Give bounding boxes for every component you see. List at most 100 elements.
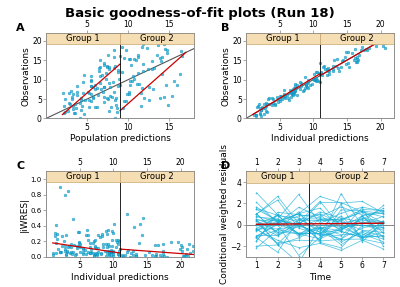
Point: [342, 55, 348, 59]
Point: [88, 84, 94, 88]
Point: [98, 251, 104, 255]
Point: [106, 67, 112, 71]
Text: Group 1: Group 1: [261, 172, 294, 181]
Point: [330, 68, 336, 73]
Point: [314, 78, 321, 83]
Point: [96, 235, 103, 239]
Point: [100, 245, 106, 249]
Point: [126, 90, 132, 94]
Point: [309, 77, 316, 82]
Point: [179, 249, 186, 253]
Point: [160, 242, 167, 246]
Point: [292, 82, 298, 87]
Point: [157, 96, 163, 100]
Point: [263, 101, 269, 105]
Point: [294, 93, 300, 98]
Point: [132, 254, 139, 259]
Point: [159, 254, 166, 259]
Point: [129, 78, 135, 83]
Point: [106, 250, 112, 254]
Point: [258, 108, 264, 112]
Point: [311, 78, 317, 83]
Point: [312, 77, 318, 81]
Point: [255, 103, 261, 108]
Point: [280, 87, 287, 92]
Point: [326, 69, 332, 73]
Point: [124, 212, 130, 216]
Point: [163, 37, 170, 41]
Point: [62, 244, 68, 249]
Point: [180, 254, 186, 259]
Point: [274, 95, 280, 100]
Point: [252, 116, 259, 121]
Point: [52, 231, 58, 235]
Point: [107, 85, 113, 90]
Point: [105, 96, 111, 101]
Point: [68, 242, 74, 247]
Point: [88, 99, 94, 103]
Point: [88, 74, 94, 79]
Point: [121, 55, 128, 60]
Point: [89, 240, 96, 245]
Point: [105, 249, 112, 253]
Point: [126, 254, 133, 259]
Point: [330, 63, 336, 68]
Point: [286, 98, 292, 103]
Point: [58, 250, 64, 254]
Point: [103, 253, 109, 258]
Point: [304, 86, 311, 90]
Point: [303, 82, 310, 87]
Point: [54, 232, 60, 236]
Point: [68, 245, 74, 249]
Bar: [309, 171, 394, 183]
Point: [378, 36, 384, 41]
Point: [80, 112, 87, 116]
Point: [153, 53, 160, 58]
Point: [68, 250, 74, 255]
Point: [160, 249, 166, 253]
Point: [115, 70, 121, 75]
Point: [93, 245, 99, 250]
Point: [53, 241, 59, 245]
Point: [139, 233, 145, 238]
Point: [269, 103, 276, 108]
Point: [257, 112, 264, 116]
Point: [158, 31, 165, 35]
Point: [134, 53, 141, 57]
Point: [68, 89, 74, 93]
Point: [78, 97, 84, 102]
Point: [74, 90, 80, 94]
Point: [106, 244, 112, 249]
Bar: [120, 171, 194, 182]
Point: [264, 102, 270, 106]
Point: [81, 72, 87, 77]
Point: [270, 101, 276, 106]
Point: [57, 249, 63, 254]
Point: [345, 49, 352, 54]
Point: [106, 81, 112, 85]
Point: [333, 57, 340, 61]
Point: [253, 113, 260, 117]
Point: [72, 102, 78, 107]
Point: [140, 215, 146, 220]
Point: [146, 250, 152, 254]
Point: [121, 99, 128, 103]
Point: [294, 83, 301, 88]
Y-axis label: |iWRES|: |iWRES|: [20, 197, 29, 232]
Point: [277, 99, 283, 103]
Point: [302, 82, 309, 86]
Point: [61, 104, 67, 108]
Point: [298, 81, 304, 86]
Point: [86, 97, 93, 102]
Point: [284, 93, 290, 98]
Point: [344, 61, 351, 65]
Point: [179, 53, 185, 58]
Point: [352, 46, 358, 51]
Point: [129, 253, 136, 257]
Point: [330, 66, 336, 71]
Point: [113, 96, 119, 100]
Point: [64, 189, 71, 193]
Point: [159, 72, 166, 77]
Bar: [120, 33, 194, 44]
Point: [66, 91, 72, 96]
